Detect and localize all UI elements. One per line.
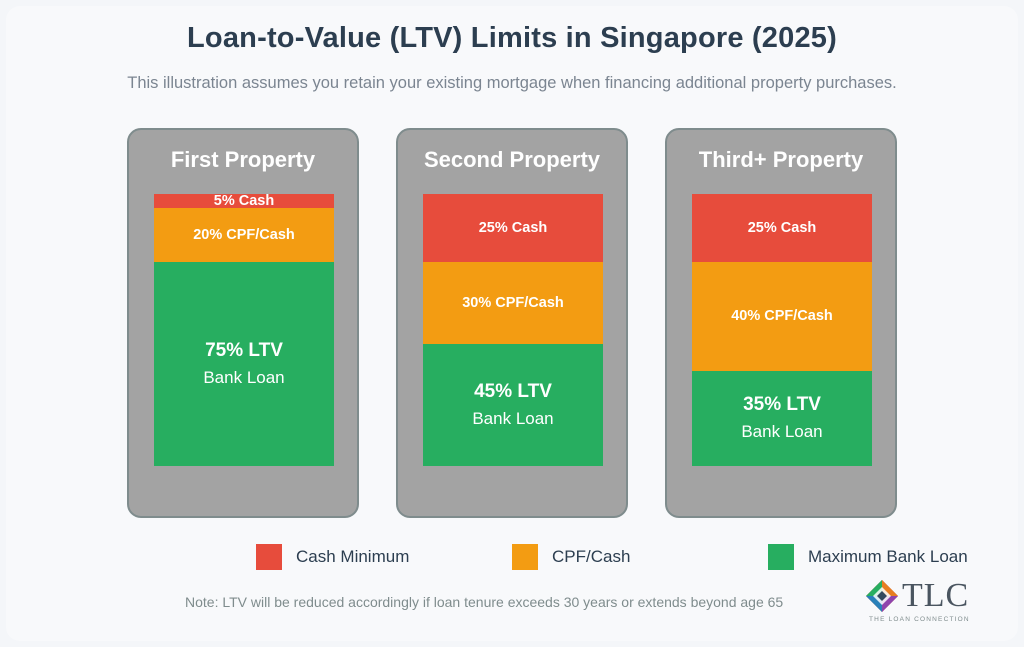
bar-segment-cpf: 40% CPF/Cash [692, 262, 872, 371]
logo-text: TLC [902, 577, 970, 614]
panel-second-property: Second Property 25% Cash 30% CPF/Cash 45% L… [396, 128, 628, 518]
legend-label-cash: Cash Minimum [296, 547, 410, 566]
segment-sublabel: Bank Loan [203, 368, 285, 387]
logo-subtext: THE LOAN CONNECTION [869, 616, 970, 623]
stacked-bar: 5% Cash 20% CPF/Cash 75% LTV Bank Loan [154, 192, 334, 466]
bar-segment-cpf: 30% CPF/Cash [423, 262, 603, 344]
footnote: Note: LTV will be reduced accordingly if… [185, 594, 784, 610]
panel-title: Third+ Property [698, 147, 864, 172]
panel-third-property: Third+ Property 25% Cash 40% CPF/Cash 35% L… [665, 128, 897, 518]
stacked-bar: 25% Cash 40% CPF/Cash 35% LTV Bank Loan [692, 194, 872, 466]
legend-swatch-loan [768, 544, 794, 570]
segment-label: 25% Cash [478, 220, 548, 236]
segment-label: 30% CPF/Cash [462, 294, 564, 311]
legend-swatch-cpf [512, 544, 538, 570]
chart-subtitle: This illustration assumes you retain you… [127, 74, 897, 92]
tlc-diamond-icon [866, 580, 898, 612]
legend-swatch-cash [256, 544, 282, 570]
segment-label: 75% LTV [205, 340, 283, 361]
segment-label: 20% CPF/Cash [193, 226, 295, 243]
bar-segment-cash: 25% Cash [692, 194, 872, 262]
bar-segment-loan: 45% LTV Bank Loan [423, 343, 603, 466]
segment-label: 5% Cash [213, 192, 275, 209]
panel-title: Second Property [423, 147, 601, 172]
bar-segment-loan: 35% LTV Bank Loan [692, 370, 872, 466]
stacked-bar: 25% Cash 30% CPF/Cash 45% LTV Bank Loan [423, 194, 603, 466]
segment-label: 45% LTV [474, 380, 552, 402]
chart-title: Loan-to-Value (LTV) Limits in Singapore … [187, 22, 837, 54]
bar-segment-loan: 75% LTV Bank Loan [154, 262, 334, 466]
segment-label: 35% LTV [743, 394, 821, 416]
bar-segment-cash: 5% Cash [154, 192, 334, 209]
panel-first-property: First Property 5% Cash 20% CPF/Cash 75% LTV… [127, 128, 359, 518]
panel-title: First Property [170, 147, 316, 172]
tlc-logo: TLC THE LOAN CONNECTION [866, 577, 976, 628]
segment-sublabel: Bank Loan [472, 408, 554, 428]
legend-label-loan: Maximum Bank Loan [808, 547, 968, 566]
segment-label: 40% CPF/Cash [731, 308, 833, 325]
segment-sublabel: Bank Loan [741, 422, 823, 442]
segment-label: 25% Cash [747, 220, 817, 236]
bar-segment-cpf: 20% CPF/Cash [154, 207, 334, 262]
legend-label-cpf: CPF/Cash [552, 547, 631, 566]
bar-segment-cash: 25% Cash [423, 194, 603, 262]
